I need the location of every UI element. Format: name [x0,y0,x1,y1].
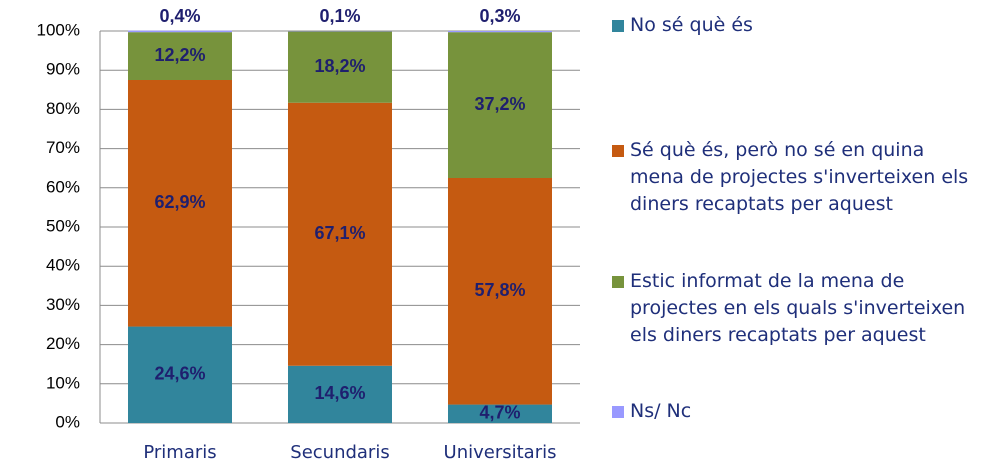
data-label: 57,8% [474,280,525,300]
legend-label: Estic informat de la mena de projectes e… [630,270,966,346]
bar-segment [448,31,552,33]
x-tick-label: Universitaris [444,442,557,463]
legend-label: Sé què és, però no sé en quina mena de p… [630,139,969,215]
legend-label: No sé què és [630,14,753,36]
legend-swatch [612,20,624,32]
bar-segment [448,178,552,405]
y-tick-label: 0% [55,412,80,431]
bar-segment [288,102,392,366]
y-tick-label: 90% [46,60,80,79]
y-tick-label: 30% [46,295,80,314]
legend-entry: Sé què és, però no sé en quina mena de p… [612,137,982,218]
legend-entry: No sé què és [612,12,982,39]
y-tick-label: 100% [37,20,80,39]
bar-segment [128,32,232,80]
legend-label: Ns/ Nc [630,400,692,422]
data-label: 62,9% [154,192,205,212]
legend-swatch [612,145,624,157]
data-label: 24,6% [154,364,205,384]
legend-entry: Ns/ Nc [612,398,982,425]
data-label: 4,7% [479,403,520,423]
bar-segment [448,32,552,179]
data-label: 0,1% [319,6,360,26]
x-tick-label: Primaris [143,442,216,463]
data-label: 37,2% [474,94,525,114]
y-tick-label: 20% [46,334,80,353]
bar-segment [288,31,392,103]
bar-segment [128,30,232,33]
data-label: 12,2% [154,45,205,65]
x-tick-label: Secundaris [290,442,389,463]
y-tick-label: 70% [46,138,80,157]
bar-segment [128,80,232,327]
y-tick-label: 60% [46,177,80,196]
y-tick-label: 80% [46,99,80,118]
data-label: 67,1% [314,223,365,243]
data-label: 0,3% [479,6,520,26]
data-label: 18,2% [314,56,365,76]
y-tick-label: 10% [46,373,80,392]
bar-segment [448,404,552,423]
legend-swatch [612,276,624,288]
y-tick-label: 40% [46,256,80,275]
data-label: 14,6% [314,383,365,403]
y-tick-label: 50% [46,216,80,235]
legend-entry: Estic informat de la mena de projectes e… [612,268,982,349]
bar-segment [128,326,232,423]
bar-segment [288,365,392,423]
data-label: 0,4% [159,6,200,26]
legend-swatch [612,406,624,418]
